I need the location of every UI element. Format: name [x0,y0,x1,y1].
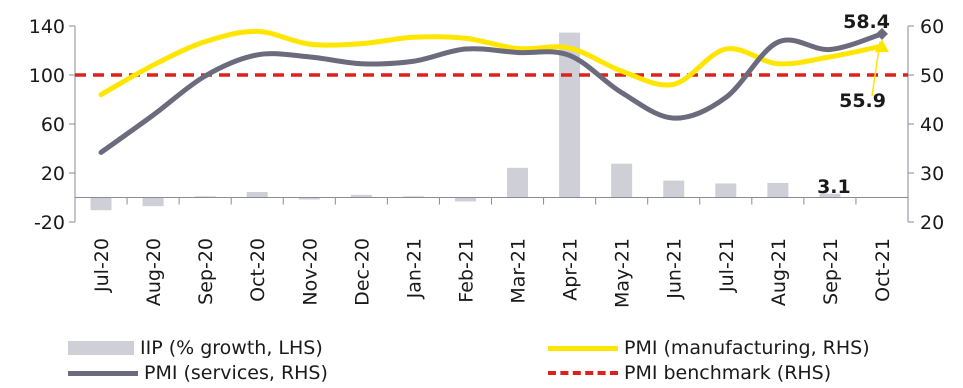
iip-bar [611,163,633,198]
right-tick-label: 30 [920,163,944,185]
pmi-lines [75,27,908,155]
x-tick-label: Jul-21 [716,238,738,293]
legend-iip-label: IIP (% growth, LHS) [140,337,323,359]
x-tick-label: Jan-21 [403,238,425,299]
pmi-services-line [98,31,885,155]
iip-bar [194,196,216,198]
x-tick-label: Sep-20 [195,238,217,305]
iip-bar [246,191,268,198]
right-tick-label: 20 [920,212,944,234]
legend-pmi-manufacturing-swatch [548,345,618,351]
legend-pmi-manufacturing-label: PMI (manufacturing, RHS) [624,337,870,359]
x-tick-label: Dec-20 [351,238,373,306]
x-tick-label: Mar-21 [508,238,530,304]
x-tick-label: Sep-21 [820,238,842,305]
legend-pmi-services-label: PMI (services, RHS) [144,362,328,384]
iip-bar [298,197,320,200]
iip-bar [715,183,737,198]
left-tick-label: 140 [29,16,65,38]
x-tick-label: Nov-20 [299,238,321,306]
pmi-manufacturing-line [98,28,885,98]
iip-bar [90,197,112,211]
legend-iip: IIP (% growth, LHS) [68,337,323,359]
annotation-services-last: 58.4 [843,11,890,33]
left-tick-label: 100 [29,65,65,87]
annotation-iip-last: 3.1 [817,176,851,198]
legend-pmi-benchmark-swatch [548,371,618,375]
iip-bar [142,197,164,207]
right-tick-label: 50 [920,65,944,87]
legend-iip-swatch [68,341,134,355]
right-tick-label: 40 [920,114,944,136]
legend-pmi-services: PMI (services, RHS) [68,362,328,384]
legend-pmi-services-swatch [68,370,138,376]
right-tick-label: 60 [920,16,944,38]
x-tick-label: May-21 [612,238,634,308]
legend-pmi-benchmark: PMI benchmark (RHS) [548,362,831,384]
x-tick-label: Jul-20 [91,238,113,293]
x-tick-label: Jun-21 [664,238,686,300]
left-tick-label: -20 [34,212,65,234]
iip-bar [454,197,476,202]
axes [69,25,914,223]
tick-labels: 140 100 60 20 -20 60 50 40 30 20 Jul-20 Aug-20 Sep-2… [29,11,944,308]
annotation-leader-line [871,41,881,97]
iip-bar [402,196,424,198]
iip-bar [767,182,789,198]
iip-bars [90,32,841,211]
pmi-services-marker [875,27,888,40]
annotation-manufacturing-last: 55.9 [839,90,886,112]
iip-bar [819,193,841,198]
x-tick-label: Apr-21 [560,238,582,301]
x-tick-label: Feb-21 [455,238,477,303]
left-tick-label: 20 [41,163,65,185]
left-tick-label: 60 [41,114,65,136]
x-tick-label: Aug-20 [143,238,165,306]
iip-bar [663,180,685,198]
legend-pmi-benchmark-label: PMI benchmark (RHS) [624,362,832,384]
x-tick-label: Aug-21 [768,238,790,306]
iip-bar [507,167,529,198]
legend-pmi-manufacturing: PMI (manufacturing, RHS) [548,337,870,359]
iip-bar [350,194,372,198]
x-tick-label: Oct-21 [872,238,894,302]
x-tick-label: Oct-20 [247,238,269,302]
